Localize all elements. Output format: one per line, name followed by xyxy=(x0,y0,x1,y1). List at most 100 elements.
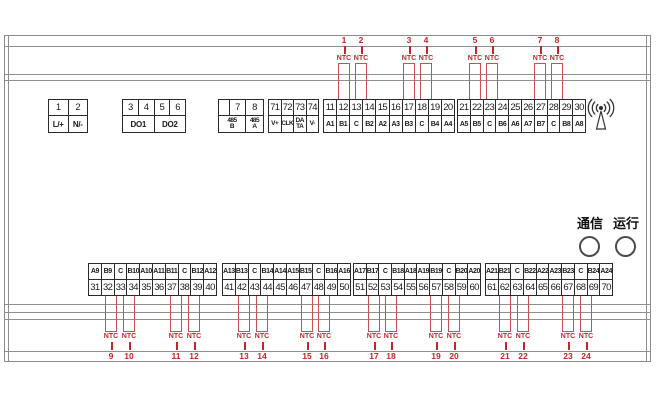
ntc-label: NTC xyxy=(532,55,548,62)
terminal-cell: 64 xyxy=(524,280,536,295)
ntc-label: NTC xyxy=(316,333,332,340)
terminal-cell: 19 xyxy=(428,100,441,115)
terminal-cell: B19 xyxy=(430,264,442,279)
terminal-cell: A21 xyxy=(486,264,498,279)
terminal-cell: B6 xyxy=(496,116,509,132)
ntc-label: NTC xyxy=(467,55,483,62)
terminal-cell: B23 xyxy=(562,264,574,279)
ntc-number: 5 xyxy=(472,35,478,45)
terminal-cell: B11 xyxy=(165,264,178,279)
panel-seam-line xyxy=(4,312,651,313)
ntc-number: 11 xyxy=(171,351,181,361)
terminal-cell: B7 xyxy=(534,116,547,132)
terminal-cell: 15 xyxy=(376,100,389,115)
terminal-cell: A24 xyxy=(600,264,612,279)
ntc-wire-tick xyxy=(409,46,411,54)
terminal-cell: 8 xyxy=(246,100,263,115)
terminal-cell: 48 xyxy=(312,280,325,295)
device-frame-line xyxy=(646,35,647,362)
ntc-wire-loop xyxy=(534,63,546,99)
terminal-cell: 37 xyxy=(165,280,178,295)
terminal-block-sensor-terminals-4: A13 B13 C B14 A14 A15 B15 C B16 A16 41 42 43 44 45 46 47… xyxy=(222,263,351,296)
device-outline xyxy=(4,35,651,362)
terminal-cell: A20 xyxy=(468,264,480,279)
ntc-label: NTC xyxy=(428,333,444,340)
terminal-cell: 3 xyxy=(123,100,138,115)
terminal-cell: 21 xyxy=(458,100,470,115)
terminal-block-power: 1 2 L/+ N/- xyxy=(48,99,88,133)
ntc-label: NTC xyxy=(549,55,565,62)
device-frame-line xyxy=(4,351,651,352)
terminal-cell: C xyxy=(415,116,428,132)
ntc-wire-tick xyxy=(436,342,438,350)
ntc-wire-loop xyxy=(499,296,511,332)
ntc-label: NTC xyxy=(353,55,369,62)
terminal-cell: 61 xyxy=(486,280,498,295)
terminal-cell: 63 xyxy=(511,280,524,295)
ntc-wire-tick xyxy=(391,342,393,350)
terminal-cell: B8 xyxy=(560,116,573,132)
ntc-wire-loop xyxy=(170,296,182,332)
ntc-wire-loop xyxy=(318,296,330,332)
terminal-cell: C xyxy=(574,264,587,279)
ntc-wire-loop xyxy=(238,296,250,332)
terminal-cell: 47 xyxy=(299,280,312,295)
terminal-cell: A6 xyxy=(509,116,521,132)
comm-led xyxy=(579,236,600,257)
ntc-wire-tick xyxy=(244,342,246,350)
ntc-wire-loop xyxy=(486,63,498,99)
terminal-cell: C xyxy=(442,264,455,279)
terminal-cell: A4 xyxy=(441,116,454,132)
terminal-cell: A23 xyxy=(549,264,562,279)
terminal-cell: 57 xyxy=(430,280,442,295)
terminal-cell: 485 A xyxy=(246,116,263,132)
ntc-wire-tick xyxy=(475,46,477,54)
terminal-cell: 56 xyxy=(417,280,430,295)
terminal-cell: V- xyxy=(306,116,318,132)
terminal-cell: 51 xyxy=(354,280,366,295)
ntc-wire-loop xyxy=(430,296,442,332)
ntc-wire-loop xyxy=(123,296,135,332)
terminal-cell: 55 xyxy=(404,280,417,295)
ntc-wire-loop xyxy=(368,296,380,332)
terminal-cell: CLK xyxy=(281,116,293,132)
ntc-number: 2 xyxy=(358,35,364,45)
terminal-cell: 7 xyxy=(230,100,245,115)
terminal-cell: N/- xyxy=(68,116,87,132)
ntc-wire-tick xyxy=(568,342,570,350)
terminal-cell: B9 xyxy=(101,264,114,279)
ntc-wire-loop xyxy=(385,296,397,332)
terminal-cell: A8 xyxy=(573,116,585,132)
terminal-cell: B20 xyxy=(455,264,468,279)
terminal-cell: 43 xyxy=(248,280,261,295)
ntc-wire-loop xyxy=(517,296,529,332)
ntc-wire-tick xyxy=(505,342,507,350)
ntc-number: 4 xyxy=(423,35,429,45)
ntc-number: 19 xyxy=(431,351,441,361)
terminal-cell: 44 xyxy=(261,280,274,295)
terminal-cell: 12 xyxy=(337,100,350,115)
terminal-cell: 35 xyxy=(140,280,152,295)
terminal-cell: B17 xyxy=(366,264,379,279)
terminal-cell: C xyxy=(547,116,560,132)
ntc-label: NTC xyxy=(168,333,184,340)
ntc-wire-tick xyxy=(344,46,346,54)
terminal-cell: 25 xyxy=(509,100,521,115)
ntc-label: NTC xyxy=(383,333,399,340)
ntc-wire-tick xyxy=(262,342,264,350)
ntc-wire-loop xyxy=(355,63,367,99)
terminal-cell: 24 xyxy=(496,100,509,115)
ntc-wire-tick xyxy=(540,46,542,54)
terminal-cell: 70 xyxy=(600,280,612,295)
ntc-label: NTC xyxy=(254,333,270,340)
terminal-block-sensor-terminals-6: A21 B21 C B22 A22 A23 B23 C B24 A24 61 62 63 64 65 66 67… xyxy=(485,263,613,296)
terminal-cell: B12 xyxy=(191,264,204,279)
antenna-icon xyxy=(587,98,615,130)
ntc-label: NTC xyxy=(186,333,202,340)
terminal-block-rs485: 7 8 485 B 485 A xyxy=(218,99,264,133)
ntc-label: NTC xyxy=(103,333,119,340)
terminal-cell: 60 xyxy=(468,280,480,295)
terminal-block-display-port: 71 72 73 74 V+ CLK DA TA V- xyxy=(268,99,319,133)
ntc-wire-loop xyxy=(562,296,574,332)
ntc-label: NTC xyxy=(578,333,594,340)
